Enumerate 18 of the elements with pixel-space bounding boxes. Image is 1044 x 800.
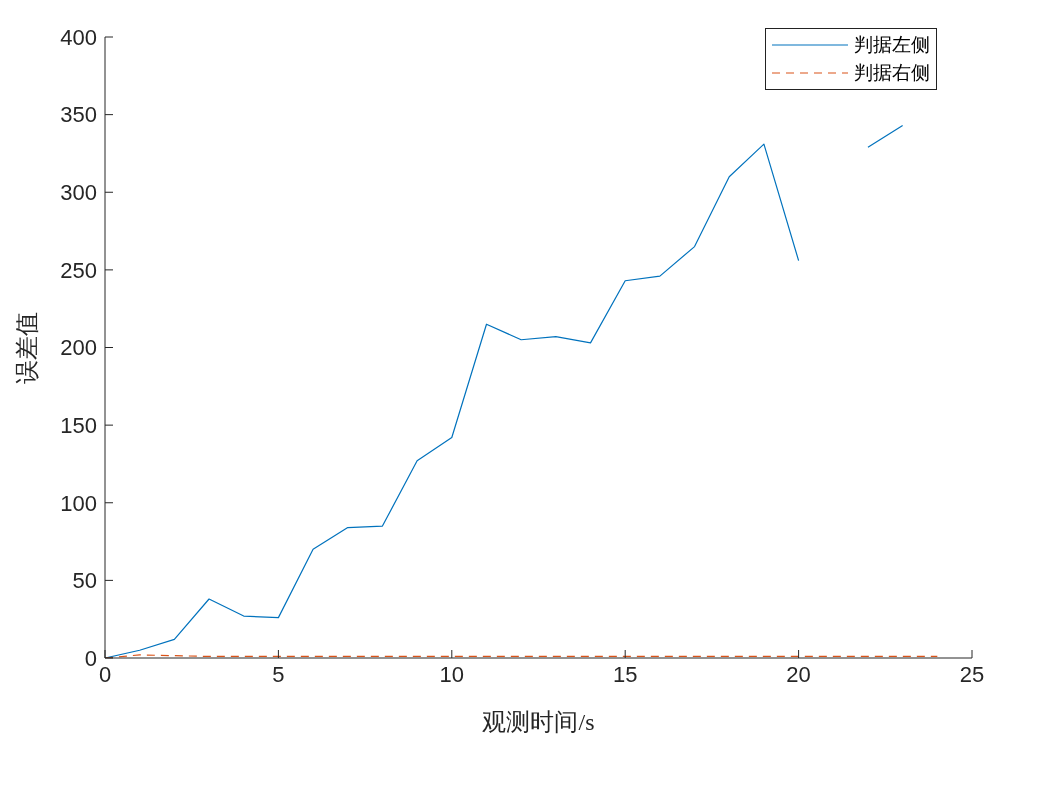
legend-label: 判据左侧 (854, 33, 930, 57)
y-axis-title: 误差值 (13, 311, 40, 384)
x-tick-label: 25 (959, 661, 985, 687)
y-tick-label: 400 (60, 24, 97, 50)
y-tick-label: 250 (60, 257, 97, 283)
y-tick-label: 0 (84, 645, 97, 671)
y-tick-label: 100 (60, 490, 97, 516)
x-tick-label: 5 (272, 661, 285, 687)
y-tick-label: 300 (60, 180, 97, 206)
legend-label: 判据右侧 (854, 61, 930, 85)
y-tick-label: 350 (60, 102, 97, 128)
y-tick-label: 200 (60, 335, 97, 361)
x-tick-label: 20 (786, 661, 811, 687)
x-tick-label: 15 (612, 661, 638, 687)
x-tick-label: 10 (439, 661, 465, 687)
y-tick-label: 150 (60, 412, 97, 438)
x-axis-title: 观测时间/s (482, 709, 595, 735)
y-tick-label: 50 (72, 568, 97, 594)
